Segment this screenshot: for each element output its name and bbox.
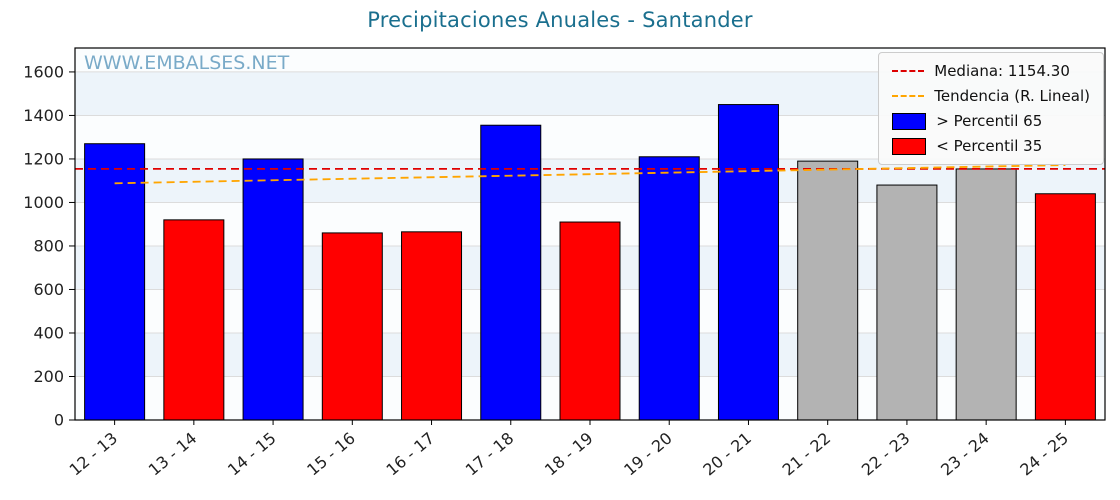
y-tick-label: 200 — [33, 367, 64, 386]
x-tick-label: 17 - 18 — [462, 429, 518, 480]
bar — [559, 221, 621, 421]
bar — [480, 124, 542, 421]
bar — [797, 160, 859, 421]
x-tick-label: 13 - 14 — [145, 429, 201, 480]
legend-median-label: Mediana: 1154.30 — [934, 62, 1070, 80]
trend-line-icon — [892, 95, 925, 97]
y-tick-label: 1400 — [23, 106, 64, 125]
legend-item-trend: Tendencia (R. Lineal) — [892, 87, 1090, 105]
legend-item-below: < Percentil 35 — [892, 137, 1090, 155]
bar — [84, 143, 146, 421]
bar — [717, 104, 779, 421]
trend-line — [114, 164, 1066, 185]
x-tick-label: 20 - 21 — [699, 429, 755, 480]
bar — [242, 158, 304, 421]
chart-title: Precipitaciones Anuales - Santander — [367, 8, 753, 32]
bar — [401, 231, 463, 421]
y-tick-label: 0 — [54, 411, 64, 430]
plot-border — [74, 47, 1106, 421]
legend-item-above: > Percentil 65 — [892, 112, 1090, 130]
x-tick-label: 15 - 16 — [303, 429, 359, 480]
bar — [163, 219, 225, 421]
y-tick-label: 400 — [33, 323, 64, 342]
y-tick-label: 1200 — [23, 149, 64, 168]
y-tick-label: 600 — [33, 280, 64, 299]
legend-trend-label: Tendencia (R. Lineal) — [934, 87, 1090, 105]
legend-below-label: < Percentil 35 — [936, 137, 1043, 155]
x-tick-label: 16 - 17 — [382, 429, 438, 480]
bar — [1034, 193, 1096, 421]
legend-item-median: Mediana: 1154.30 — [892, 62, 1090, 80]
y-tick-label: 1000 — [23, 193, 64, 212]
x-tick-label: 19 - 20 — [620, 429, 676, 480]
median-line-icon — [892, 70, 925, 72]
y-tick-label: 1600 — [23, 62, 64, 81]
legend: Mediana: 1154.30 Tendencia (R. Lineal) >… — [878, 52, 1104, 165]
legend-above-label: > Percentil 65 — [936, 112, 1043, 130]
bar — [955, 168, 1017, 421]
above-percentile-swatch-icon — [892, 112, 927, 130]
x-tick-label: 18 - 19 — [541, 429, 597, 480]
x-tick-label: 24 - 25 — [1016, 429, 1072, 480]
bar — [321, 232, 383, 421]
x-tick-label: 12 - 13 — [66, 429, 122, 480]
y-tick-label: 800 — [33, 236, 64, 255]
x-tick-label: 14 - 15 — [224, 429, 280, 480]
below-percentile-swatch-icon — [892, 137, 927, 155]
x-tick-label: 21 - 22 — [779, 429, 835, 480]
bar — [638, 156, 700, 421]
watermark: WWW.EMBALSES.NET — [84, 52, 290, 74]
x-tick-label: 22 - 23 — [858, 429, 914, 480]
x-tick-label: 23 - 24 — [937, 429, 993, 480]
background-band — [75, 158, 1105, 203]
bar — [876, 184, 938, 421]
